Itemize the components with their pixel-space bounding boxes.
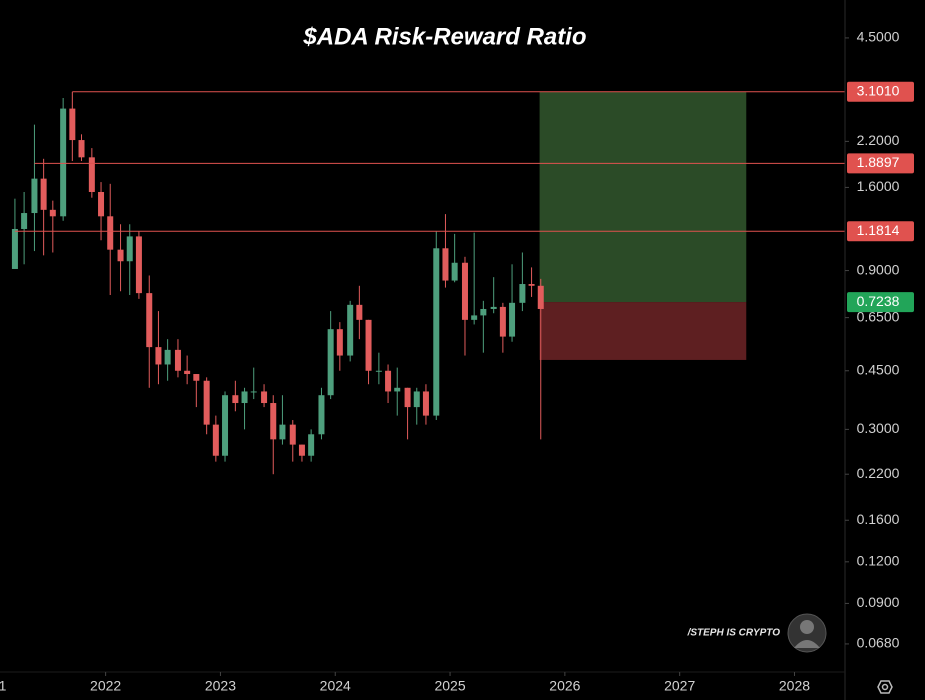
profit-zone (539, 91, 747, 303)
candle-body (155, 347, 162, 365)
candle-body (289, 424, 296, 445)
candle-body (193, 374, 200, 381)
candle-body (433, 248, 440, 416)
candle-body (270, 403, 277, 440)
x-tick-label: 2027 (664, 678, 695, 694)
candle-body (375, 370, 382, 372)
candle-body (298, 444, 305, 456)
y-tick-label: 0.9000 (857, 261, 900, 277)
candle-body (107, 216, 114, 250)
y-tick-label: 4.5000 (857, 29, 900, 45)
level-label-box (847, 81, 914, 102)
candle-body (126, 236, 133, 262)
level-label-box (847, 153, 914, 174)
y-tick-label: 0.4500 (857, 361, 900, 377)
candle-body (117, 249, 124, 262)
candle-body (69, 108, 76, 141)
candle-body (499, 306, 506, 337)
candle-body (31, 178, 38, 214)
candle-body (404, 387, 411, 408)
candle-body (318, 395, 325, 435)
x-tick-label: 2025 (434, 678, 465, 694)
candle-body (413, 391, 420, 408)
candle-body (21, 213, 28, 229)
x-tick-label: 2023 (205, 678, 236, 694)
candle-body (174, 349, 181, 371)
candle-body (528, 284, 535, 286)
candle-body (250, 391, 257, 393)
candle-body (78, 140, 85, 158)
x-tick-label: 2024 (320, 678, 351, 694)
candle-body (222, 395, 229, 456)
candle-body (480, 308, 487, 316)
y-tick-label: 0.0680 (857, 635, 900, 651)
candle-body (60, 108, 67, 217)
settings-button[interactable] (877, 680, 893, 694)
candle-body (279, 424, 286, 440)
candle-body (519, 284, 526, 303)
candle-body (461, 262, 468, 320)
level-label: 1.8897 (857, 154, 900, 170)
last-price-label: 0.7238 (857, 293, 900, 309)
candle-body (164, 349, 171, 365)
candle-body (203, 380, 210, 425)
candle-body (98, 191, 105, 217)
x-tick-label: 2028 (779, 678, 810, 694)
level-label: 3.1010 (857, 82, 900, 98)
candle-body (232, 395, 239, 404)
y-tick-label: 0.3000 (857, 420, 900, 436)
candle-body (422, 391, 429, 416)
candle-body (146, 293, 153, 348)
avatar-body (794, 640, 820, 648)
x-tick-label: 2026 (549, 678, 580, 694)
watermark: /STEPH IS CRYPTO (687, 613, 827, 653)
level-label-box (847, 221, 914, 242)
y-tick-label: 0.1600 (857, 511, 900, 527)
chart-title: $ADA Risk-Reward Ratio (302, 23, 586, 50)
y-tick-label: 0.1200 (857, 553, 900, 569)
candle-body (88, 157, 95, 192)
y-tick-label: 0.6500 (857, 308, 900, 324)
candle-body (241, 391, 248, 404)
settings-icon-center[interactable] (881, 683, 889, 691)
candle-body (451, 262, 458, 281)
loss-zone (539, 302, 747, 360)
x-tick-label: 2022 (90, 678, 121, 694)
candle-body (336, 329, 343, 356)
candle-body (356, 304, 363, 320)
candle-body (537, 285, 544, 309)
avatar-head (800, 620, 814, 634)
candle-body (212, 424, 219, 456)
candle-body (365, 319, 372, 371)
y-tick-label: 0.0900 (857, 594, 900, 610)
candle-body (509, 302, 516, 337)
candle-body (11, 228, 18, 269)
x-tick-label: 2021 (0, 678, 7, 694)
settings-icon[interactable] (877, 680, 893, 694)
candle-body (40, 178, 47, 210)
candle-body (49, 209, 56, 217)
last-price-box (847, 292, 914, 313)
plot-area (11, 91, 845, 475)
candle-body (490, 306, 497, 309)
watermark-text: /STEPH IS CRYPTO (687, 628, 781, 639)
candle-body (135, 236, 142, 294)
y-tick-label: 2.2000 (857, 132, 900, 148)
y-tick-label: 0.2200 (857, 465, 900, 481)
candle-body (327, 329, 334, 396)
candle-body (394, 387, 401, 392)
candle-body (184, 370, 191, 375)
y-tick-label: 1.6000 (857, 178, 900, 194)
candle-body (308, 434, 315, 456)
candle-body (347, 304, 354, 356)
candle-body (471, 315, 478, 320)
level-label: 1.1814 (857, 222, 900, 238)
candle-body (261, 391, 268, 404)
candle-body (442, 248, 449, 281)
candle-body (385, 370, 392, 392)
